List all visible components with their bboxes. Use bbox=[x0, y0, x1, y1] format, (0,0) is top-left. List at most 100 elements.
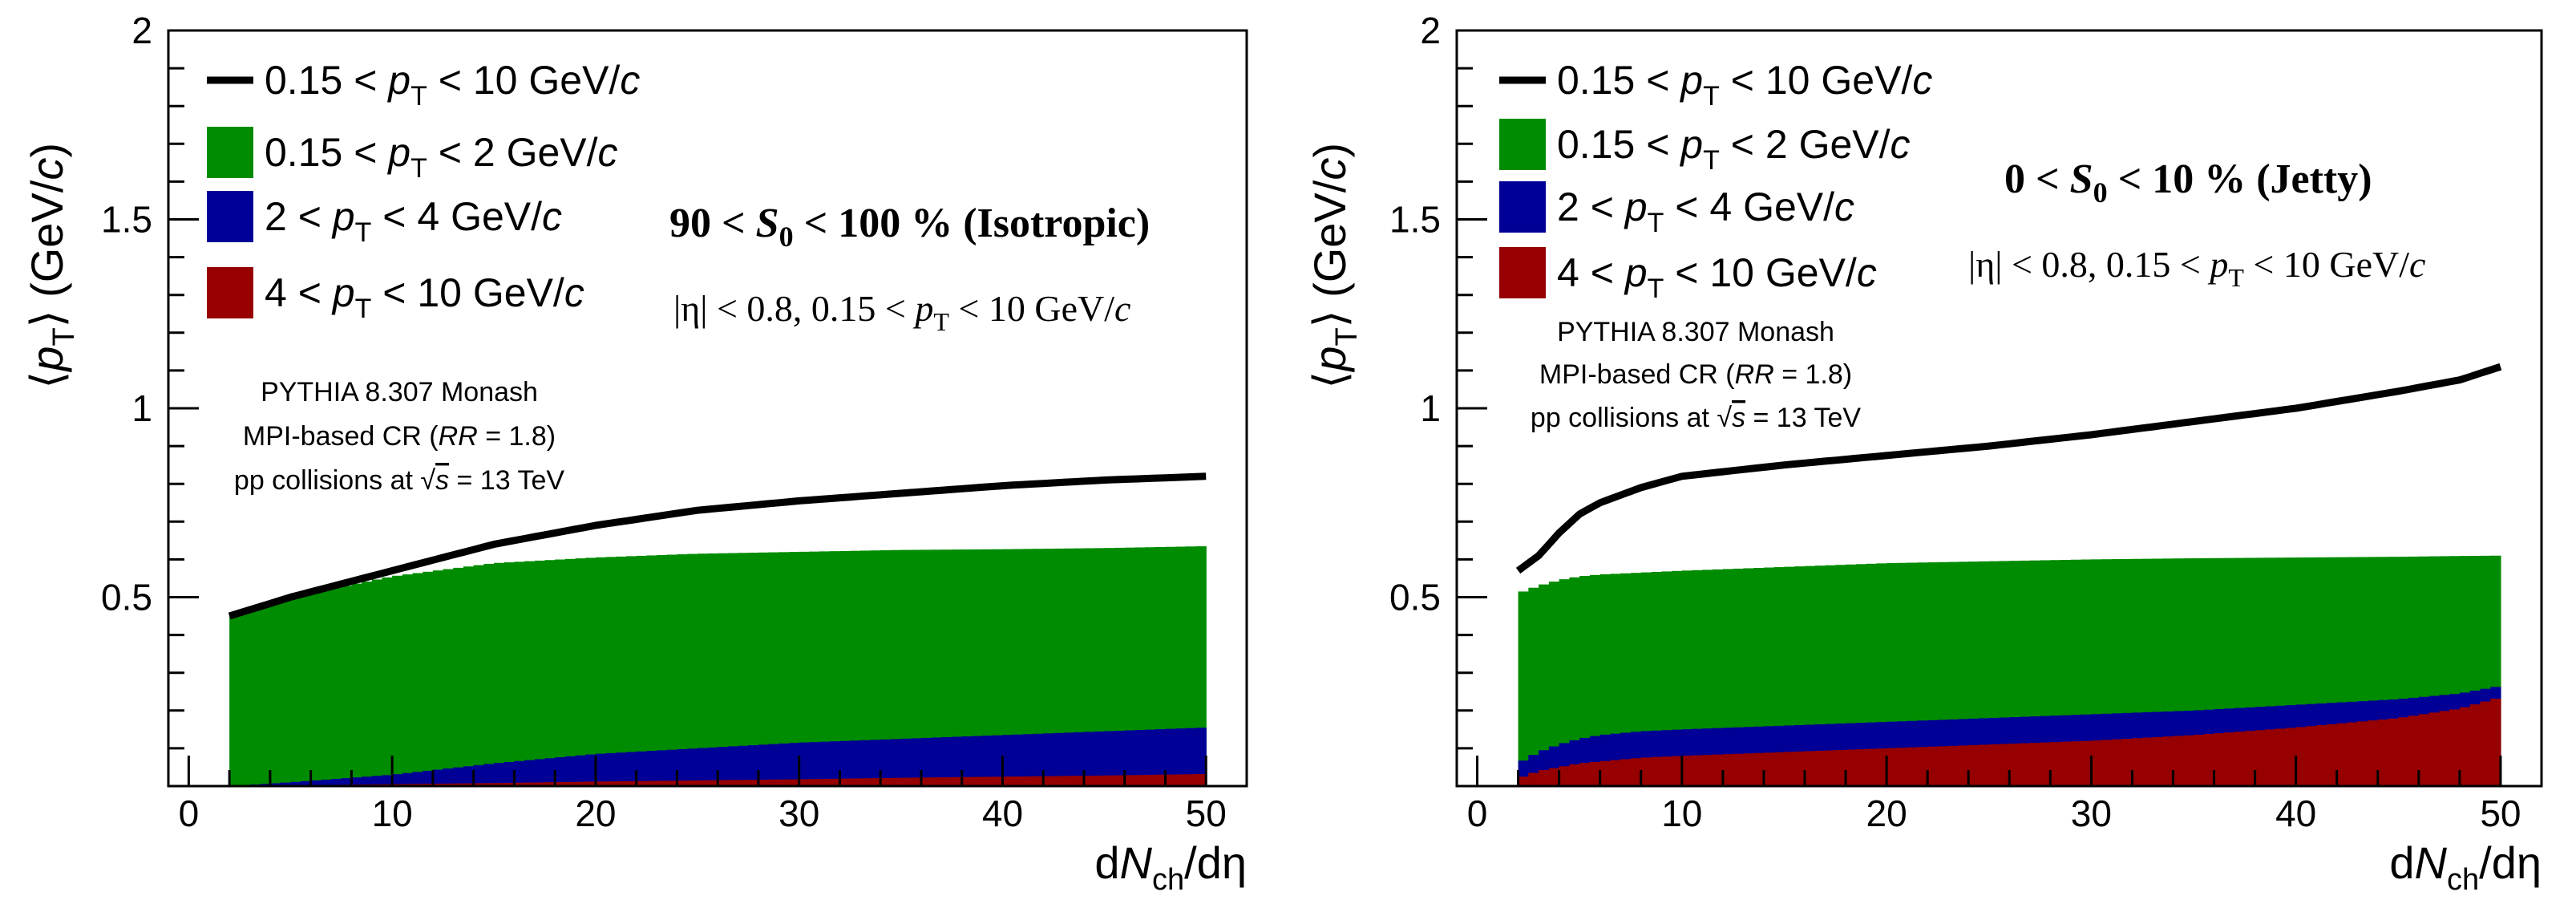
bin-mid bbox=[494, 763, 505, 786]
title-var: S bbox=[756, 201, 779, 246]
bin-low bbox=[331, 587, 342, 786]
legend-entry-mid: 2 < pT < 4 GeV/c bbox=[207, 191, 562, 248]
bin-low bbox=[1559, 579, 1571, 786]
ylabel-unit: ⟩ (GeV/ bbox=[1304, 180, 1355, 327]
bin-high bbox=[1074, 776, 1085, 786]
bin-high bbox=[1104, 775, 1115, 786]
bin-low bbox=[1002, 549, 1013, 786]
bin-high bbox=[1855, 749, 1867, 786]
bin-mid bbox=[616, 752, 627, 786]
legend-var: p bbox=[1679, 58, 1703, 103]
bin-low bbox=[625, 556, 637, 786]
cuts-a: |η| < 0.8, 0.15 < bbox=[673, 288, 915, 329]
bin-mid bbox=[443, 768, 454, 786]
ylabel-sub: T bbox=[1330, 327, 1364, 346]
bin-high bbox=[1518, 776, 1529, 786]
bin-low bbox=[412, 573, 423, 786]
bin-mid bbox=[1195, 728, 1207, 786]
bin-high bbox=[2449, 709, 2461, 786]
bin-high bbox=[2214, 733, 2225, 786]
bin-low bbox=[677, 554, 688, 786]
bin-low bbox=[402, 574, 414, 786]
bin-mid bbox=[1145, 729, 1156, 786]
bin-mid bbox=[850, 740, 861, 786]
bin-low bbox=[1165, 546, 1176, 786]
legend-fill-swatch bbox=[207, 127, 253, 178]
legend-fill-swatch bbox=[207, 267, 253, 318]
bin-mid bbox=[300, 780, 312, 786]
bin-high bbox=[2316, 725, 2327, 786]
bin-high bbox=[850, 778, 861, 786]
bin-high bbox=[2326, 724, 2338, 786]
selection-title: 90 < S0 < 100 % (Isotropic) bbox=[669, 201, 1150, 253]
y-tick-label: 0.5 bbox=[1389, 577, 1441, 618]
cuts-var: p bbox=[912, 288, 933, 329]
bin-mid bbox=[1013, 734, 1024, 786]
bin-high bbox=[1063, 776, 1074, 786]
xlabel-sub: ch bbox=[1152, 863, 1184, 897]
bin-mid bbox=[657, 750, 668, 786]
bin-high bbox=[687, 780, 698, 786]
bin-high bbox=[1134, 775, 1146, 786]
bin-mid bbox=[280, 782, 291, 786]
legend-post: < 2 GeV/ bbox=[1720, 122, 1891, 167]
bin-high bbox=[1114, 775, 1126, 786]
bin-high bbox=[1722, 754, 1734, 786]
bin-low bbox=[1528, 587, 1539, 786]
bin-high bbox=[890, 777, 902, 786]
bin-high bbox=[595, 781, 607, 786]
x-tick-label: 30 bbox=[778, 793, 819, 834]
bin-mid bbox=[575, 755, 586, 786]
bin-low bbox=[799, 551, 810, 786]
legend-var: p bbox=[331, 270, 355, 315]
bin-high bbox=[2162, 736, 2174, 786]
xlabel-rest: /dη bbox=[2479, 837, 2542, 888]
cuts-var: p bbox=[2207, 244, 2228, 285]
bin-high bbox=[1814, 750, 1826, 786]
bin-mid bbox=[1002, 735, 1013, 786]
bin-mid bbox=[859, 740, 871, 786]
bin-low bbox=[473, 565, 484, 786]
bin-low bbox=[534, 560, 546, 786]
bin-mid bbox=[1094, 731, 1105, 786]
bin-high bbox=[972, 776, 983, 786]
legend-sub: T bbox=[355, 294, 372, 324]
bin-low bbox=[1124, 547, 1136, 786]
bin-high bbox=[1917, 747, 1928, 786]
legend-post: < 10 GeV/ bbox=[427, 58, 621, 103]
legend-label: 0.15 < pT < 10 GeV/c bbox=[1557, 58, 1932, 111]
legend-entry-all: 0.15 < pT < 10 GeV/c bbox=[207, 58, 640, 111]
bin-high bbox=[2029, 743, 2041, 786]
bin-high bbox=[2398, 717, 2409, 786]
bin-high bbox=[1958, 745, 1969, 786]
bin-high bbox=[2295, 727, 2307, 786]
bin-mid bbox=[555, 757, 566, 786]
legend-fill-swatch bbox=[1499, 181, 1546, 233]
bin-mid bbox=[707, 747, 718, 786]
legend-entry-mid: 2 < pT < 4 GeV/c bbox=[1499, 181, 1854, 238]
bin-low bbox=[707, 553, 718, 786]
bin-low bbox=[972, 549, 983, 786]
series-high-fill bbox=[229, 774, 1207, 786]
xlabel-d: d bbox=[1094, 837, 1119, 888]
bin-high bbox=[1640, 757, 1652, 786]
cuts-c: c bbox=[2409, 244, 2425, 285]
bin-high bbox=[453, 783, 464, 786]
y-axis-label: ⟨pT⟩ (GeV/c) bbox=[1304, 143, 1364, 389]
bin-mid bbox=[351, 777, 362, 786]
legend-label: 0.15 < pT < 10 GeV/c bbox=[265, 58, 640, 111]
bin-high bbox=[2132, 738, 2143, 786]
bin-mid bbox=[1124, 730, 1136, 786]
bin-low bbox=[1094, 548, 1105, 786]
bin-high bbox=[2265, 729, 2276, 786]
ylabel-p: p bbox=[1304, 347, 1355, 373]
legend-sub: T bbox=[1703, 81, 1720, 111]
bin-high bbox=[625, 780, 637, 786]
bin-mid bbox=[524, 760, 536, 786]
y-axis-label: ⟨pT⟩ (GeV/c) bbox=[22, 143, 81, 389]
bin-low bbox=[666, 554, 678, 786]
cr-prefix: MPI-based CR ( bbox=[243, 421, 439, 452]
bin-high bbox=[1548, 768, 1560, 786]
bin-high bbox=[1043, 776, 1054, 786]
